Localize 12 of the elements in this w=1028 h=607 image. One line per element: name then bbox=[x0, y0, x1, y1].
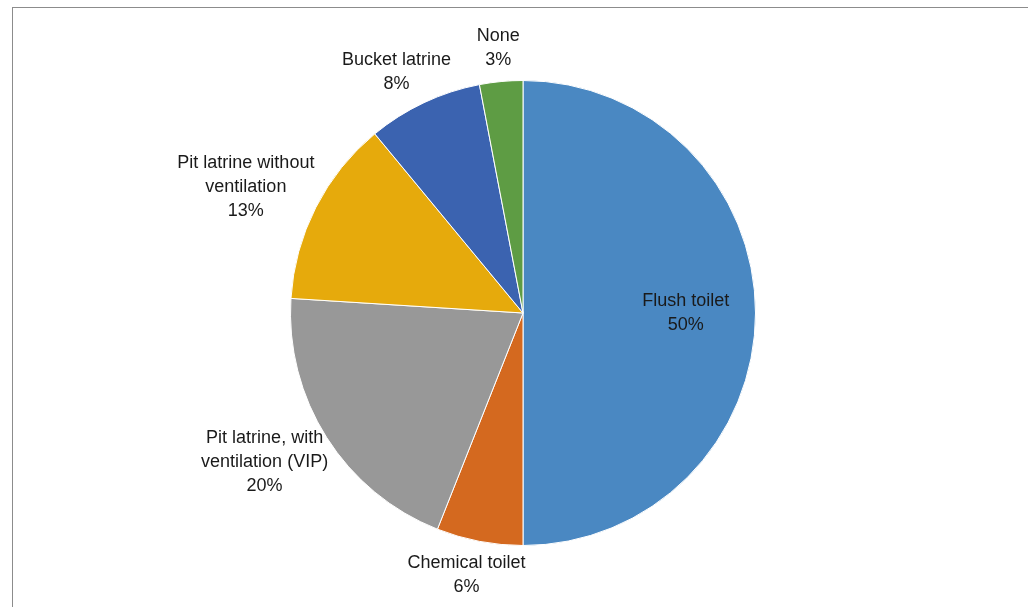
data-label: 20% bbox=[246, 475, 283, 496]
slice-label: Chemical toilet bbox=[407, 551, 526, 572]
data-label: 13% bbox=[227, 199, 264, 220]
slice-label: Pit latrine without ventilation bbox=[177, 151, 315, 196]
slice-label: Pit latrine, with ventilation (VIP) bbox=[201, 427, 329, 472]
data-label: 3% bbox=[485, 48, 512, 69]
data-label: 8% bbox=[383, 72, 410, 93]
data-label: 50% bbox=[667, 313, 704, 334]
data-label: 6% bbox=[453, 575, 480, 596]
slice-label: None bbox=[476, 24, 520, 45]
slice-label: Flush toilet bbox=[642, 289, 730, 310]
slice-label: Bucket latrine bbox=[342, 48, 452, 69]
